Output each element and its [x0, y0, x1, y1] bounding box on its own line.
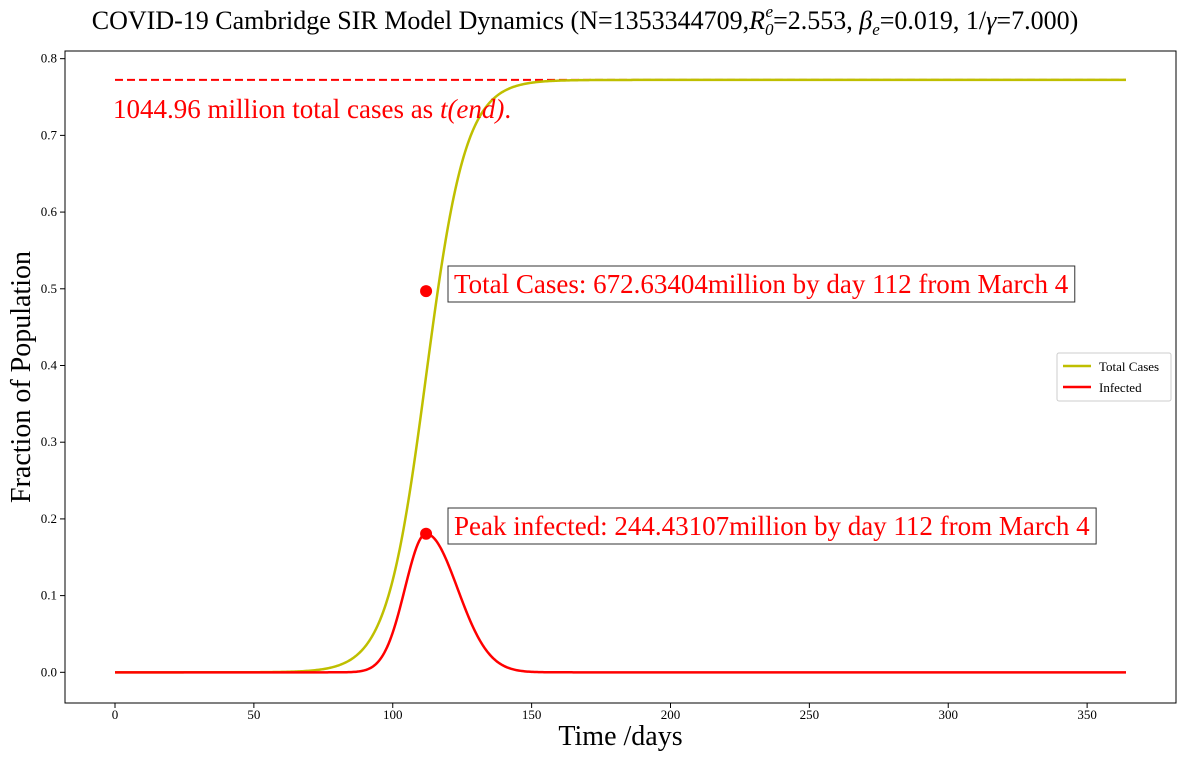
final-total-annotation-prefix: 1044.96 million total cases as [113, 94, 440, 124]
title-gamma-symbol: γ [986, 6, 997, 35]
y-tick-label: 0.3 [41, 434, 57, 449]
x-tick-label: 350 [1077, 707, 1097, 722]
y-tick-label: 0.0 [41, 664, 57, 679]
title-r0-value: =2.553, [773, 6, 860, 35]
title-gamma-value: =7.000) [996, 6, 1079, 35]
plot-frame [64, 50, 1177, 704]
title-beta-value: =0.019, 1/ [879, 6, 987, 35]
y-tick-label: 0.5 [41, 281, 57, 296]
final-total-annotation: 1044.96 million total cases as t(end). [113, 94, 511, 124]
title-r0-symbol: R [749, 6, 766, 35]
y-tick-label: 0.7 [41, 127, 58, 142]
x-tick-label: 100 [383, 707, 403, 722]
legend-label-infected: Infected [1099, 380, 1142, 395]
final-total-annotation-suffix: . [504, 94, 511, 124]
y-tick-label: 0.1 [41, 588, 57, 603]
x-tick-label: 0 [112, 707, 119, 722]
final-total-annotation-math: t(end) [440, 94, 504, 124]
marker-total-at-peak [420, 285, 433, 298]
total-cases-box-text: Total Cases: 672.63404million by day 112… [454, 269, 1069, 299]
series-line-infected [115, 532, 1126, 674]
marker-peak-infected [420, 527, 433, 540]
legend: Total Cases Infected [1056, 352, 1172, 402]
peak-infected-box-frame [447, 507, 1097, 545]
y-axis: 0.0 0.1 0.2 0.3 0.4 0.5 0.6 0.7 0.8 [41, 51, 65, 679]
chart-title: COVID-19 Cambridge SIR Model Dynamics (N… [0, 2, 1170, 40]
x-axis: 0 50 100 150 200 250 300 350 [112, 703, 1097, 722]
title-r0-sup: e [765, 2, 774, 21]
title-r0-sub: 0 [765, 20, 774, 40]
total-cases-box-frame [447, 265, 1076, 303]
y-tick-label: 0.2 [41, 511, 57, 526]
x-tick-label: 200 [661, 707, 681, 722]
x-tick-label: 300 [938, 707, 958, 722]
x-tick-label: 50 [247, 707, 260, 722]
y-tick-label: 0.6 [41, 204, 58, 219]
legend-label-total-cases: Total Cases [1099, 359, 1159, 374]
x-tick-label: 150 [522, 707, 542, 722]
y-axis-label: Fraction of Population [6, 251, 37, 503]
y-tick-label: 0.8 [41, 51, 57, 66]
series-line-total-cases [115, 78, 1126, 674]
title-beta-symbol: β [859, 6, 873, 35]
markers [420, 285, 433, 540]
y-tick-label: 0.4 [41, 357, 58, 372]
peak-infected-box-text: Peak infected: 244.43107million by day 1… [454, 511, 1090, 541]
x-tick-label: 250 [800, 707, 820, 722]
title-prefix: COVID-19 Cambridge SIR Model Dynamics (N… [91, 6, 750, 35]
x-axis-label: Time /days [558, 721, 682, 752]
title-beta-sub: e [872, 20, 880, 40]
